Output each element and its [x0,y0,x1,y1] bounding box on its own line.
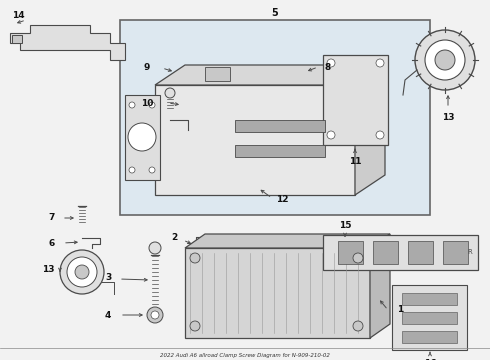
Bar [408,241,433,264]
Circle shape [147,307,163,323]
Circle shape [327,131,335,139]
Polygon shape [155,65,385,85]
Polygon shape [10,25,125,60]
Circle shape [129,167,135,173]
Bar [323,55,388,145]
Circle shape [128,123,156,151]
Bar [392,285,467,350]
Text: 12: 12 [276,195,288,204]
Text: 14: 14 [12,12,24,21]
Circle shape [149,167,155,173]
Polygon shape [370,234,390,338]
Bar [373,241,398,264]
Circle shape [165,88,175,98]
Text: 10: 10 [141,99,153,108]
Bar [235,120,325,132]
Circle shape [353,321,363,331]
Bar [443,241,468,264]
Circle shape [60,250,104,294]
Circle shape [425,40,465,80]
Bar [205,67,230,81]
Text: 2022 Audi A6 allroad Clamp Screw Diagram for N-909-210-02: 2022 Audi A6 allroad Clamp Screw Diagram… [160,354,330,359]
Circle shape [67,257,97,287]
Bar [338,241,363,264]
Circle shape [376,131,384,139]
Bar [323,235,478,270]
Bar [235,145,325,157]
Text: 4: 4 [105,310,111,320]
Circle shape [353,253,363,263]
Bar [402,312,457,324]
Circle shape [190,253,200,263]
Text: 5: 5 [271,8,278,18]
Text: 13: 13 [442,113,454,122]
Circle shape [75,265,89,279]
Text: 3: 3 [105,274,111,283]
Bar [120,20,430,215]
Text: R: R [467,249,472,256]
Circle shape [151,311,159,319]
Text: 13: 13 [42,266,54,274]
Circle shape [149,242,161,254]
Text: 2: 2 [171,234,177,243]
Text: 6: 6 [49,238,55,248]
Text: 1: 1 [397,306,403,315]
Circle shape [190,321,200,331]
Text: 7: 7 [49,213,55,222]
Circle shape [376,59,384,67]
Circle shape [435,50,455,70]
Circle shape [129,102,135,108]
Circle shape [327,59,335,67]
Text: 11: 11 [349,158,361,166]
Circle shape [149,102,155,108]
Polygon shape [355,65,385,195]
Bar [402,331,457,343]
Bar [125,95,160,180]
Bar [402,293,457,305]
Text: 15: 15 [339,220,351,230]
Bar [12,35,22,43]
Text: 9: 9 [144,63,150,72]
Text: 16: 16 [424,359,436,360]
Polygon shape [185,234,390,248]
Circle shape [415,30,475,90]
Text: 8: 8 [325,63,331,72]
Bar [185,248,370,338]
Bar [155,85,355,195]
